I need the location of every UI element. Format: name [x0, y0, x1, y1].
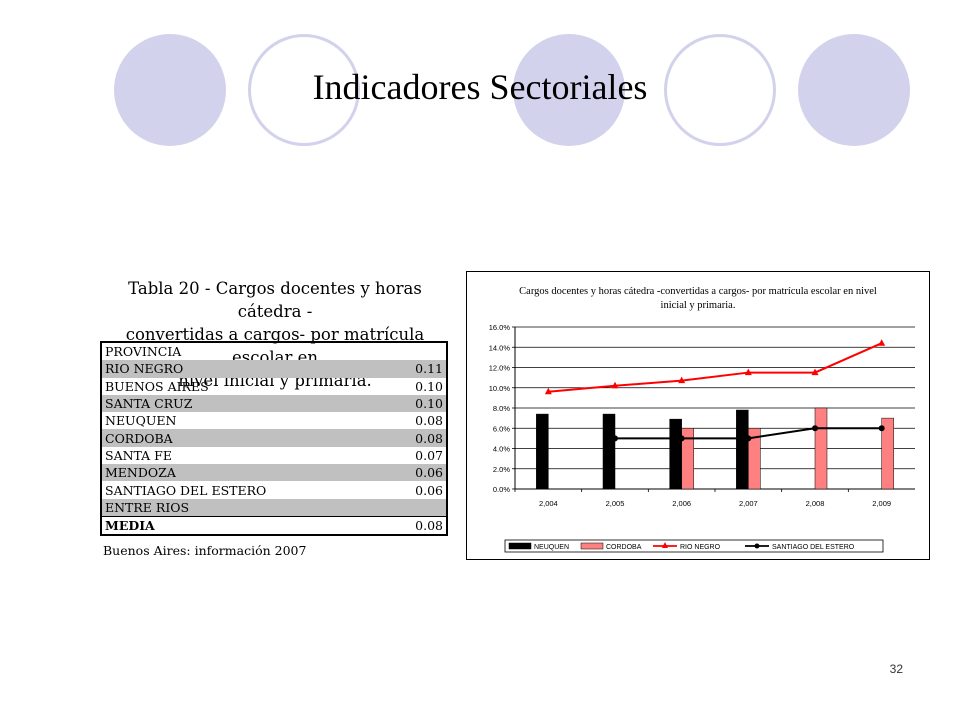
table-header-value [388, 342, 447, 360]
point-rio-negro [611, 381, 619, 389]
point-rio-negro [811, 368, 819, 376]
legend-swatch-neuquen [508, 542, 532, 550]
table-media-row: MEDIA 0.08 [101, 515, 447, 536]
media-value: 0.08 [387, 515, 447, 536]
point-santiago-del-estero [812, 425, 818, 432]
province-cell: SANTA CRUZ [101, 394, 388, 413]
table-note: Buenos Aires: información 2007 [103, 543, 307, 558]
y-tick-label: 10.0% [489, 384, 511, 393]
point-santiago-del-estero [878, 425, 885, 432]
bar-cordoba [881, 417, 894, 490]
value-cell [387, 498, 447, 517]
y-tick-label: 0.0% [493, 485, 510, 494]
y-tick-label: 4.0% [493, 445, 510, 454]
x-tick-label: 2,006 [672, 499, 691, 508]
x-tick-label: 2,004 [539, 499, 558, 508]
table-header: PROVINCIA [105, 344, 182, 360]
bar-neuquen [602, 413, 616, 490]
decor-circle-1 [114, 34, 226, 146]
table-row: CORDOBA 0.08 [101, 429, 447, 447]
province-cell: MENDOZA [101, 464, 388, 482]
point-rio-negro [878, 339, 886, 346]
point-rio-negro [744, 368, 752, 376]
point-rio-negro [678, 376, 686, 384]
bar-neuquen [736, 409, 749, 490]
line-rio-negro [548, 342, 883, 393]
value-cell: 0.08 [415, 413, 443, 429]
legend-label: NEUQUEN [534, 544, 569, 551]
table-row: NEUQUEN 0.08 [101, 412, 447, 429]
province-table: PROVINCIA RIO NEGRO 0.11 BUENOS AIRES 0.… [100, 341, 448, 537]
value-cell: 0.08 [387, 429, 447, 447]
legend-swatch-cordoba [580, 542, 604, 550]
province-cell: ENTRE RIOS [101, 498, 388, 517]
bar-cordoba [748, 428, 761, 490]
province-cell: NEUQUEN [105, 413, 177, 429]
y-tick-label: 2.0% [493, 465, 510, 474]
media-label: MEDIA [101, 515, 388, 536]
value-cell: 0.06 [415, 482, 443, 498]
province-cell: SANTA FE [105, 447, 172, 463]
page-number: 32 [889, 662, 903, 676]
x-tick-label: 2,007 [739, 499, 758, 508]
y-tick-label: 12.0% [489, 364, 511, 373]
decor-circle-3 [798, 34, 910, 146]
y-tick-label: 16.0% [489, 323, 511, 332]
x-tick-label: 2,005 [606, 499, 625, 508]
decor-ring-2 [664, 34, 776, 146]
legend-label: CORDOBA [606, 544, 642, 551]
y-tick-label: 6.0% [493, 424, 510, 433]
table-header-row: PROVINCIA [101, 342, 447, 360]
bar-cordoba [681, 428, 694, 490]
value-cell: 0.11 [387, 360, 447, 378]
legend-marker-rio-negro [662, 542, 668, 548]
point-santiago-del-estero [745, 435, 752, 442]
y-tick-label: 14.0% [489, 343, 511, 352]
table-row: ENTRE RIOS [101, 498, 447, 517]
legend-marker-santiago-del-estero [754, 543, 760, 549]
chart-title-line: inicial y primaria. [661, 300, 736, 311]
x-tick-label: 2,009 [872, 499, 891, 508]
value-cell: 0.10 [415, 378, 443, 394]
slide-title: Indicadores Sectoriales [312, 67, 648, 107]
y-tick-label: 8.0% [493, 404, 510, 413]
legend-label: SANTIAGO DEL ESTERO [772, 544, 855, 551]
decor-ring-1 [248, 34, 360, 146]
legend-label: RIO NEGRO [680, 544, 721, 551]
bar-neuquen [536, 413, 549, 490]
chart-container: Cargos docentes y horas cátedra -convert… [466, 271, 930, 560]
table-row: SANTA CRUZ 0.10 [101, 394, 447, 413]
province-cell: BUENOS AIRES [105, 378, 209, 394]
table-caption-line: Tabla 20 - Cargos docentes y horas cáted… [128, 279, 422, 321]
chart-title-line: Cargos docentes y horas cátedra -convert… [519, 286, 877, 297]
bar-neuquen [669, 418, 682, 490]
table-row: BUENOS AIRES 0.10 [101, 378, 447, 395]
table-row: RIO NEGRO 0.11 [101, 360, 447, 378]
bar-cordoba [814, 407, 828, 490]
point-santiago-del-estero [678, 435, 685, 442]
chart-svg: Cargos docentes y horas cátedra -convert… [489, 286, 915, 553]
point-santiago-del-estero [612, 435, 618, 442]
table-row: SANTIAGO DEL ESTERO 0.06 [101, 481, 447, 498]
table-row: MENDOZA 0.06 [101, 464, 447, 482]
province-cell: RIO NEGRO [101, 360, 388, 378]
province-cell: SANTIAGO DEL ESTERO [105, 482, 267, 498]
decor-circle-2 [513, 34, 625, 146]
x-tick-label: 2,008 [806, 499, 825, 508]
point-rio-negro [544, 387, 552, 395]
province-cell: CORDOBA [101, 429, 388, 447]
value-cell: 0.07 [415, 447, 443, 463]
value-cell: 0.10 [387, 394, 447, 413]
value-cell: 0.06 [387, 464, 447, 482]
table-row: SANTA FE 0.07 [101, 447, 447, 464]
